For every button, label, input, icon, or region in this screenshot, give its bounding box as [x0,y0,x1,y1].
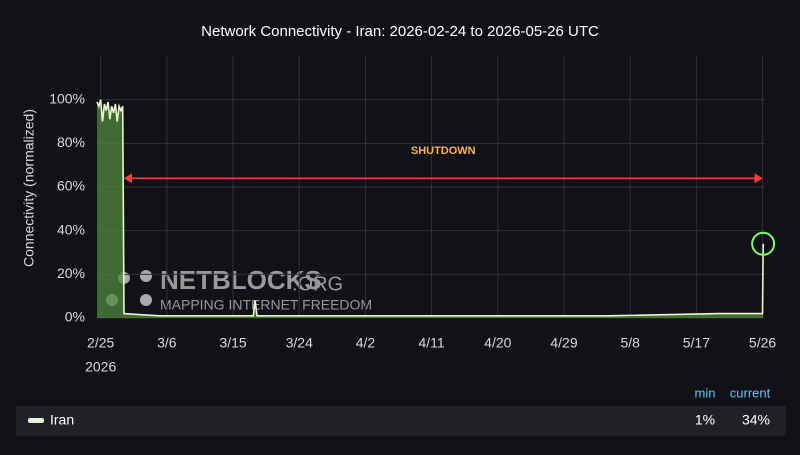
legend-header: current [730,385,771,400]
annotation-label: SHUTDOWN [411,145,476,157]
x-tick-label: 2/25 [87,335,114,351]
x-tick-label: 5/26 [749,335,776,351]
x-tick-label: 3/24 [286,335,313,351]
watermark-suffix: .ORG [292,273,343,295]
y-axis-label: Connectivity (normalized) [21,109,37,267]
x-tick-label: 4/2 [356,335,376,351]
legend-header: min [695,385,716,400]
legend-value: 1% [695,412,715,428]
legend-value: 34% [742,412,770,428]
arrow-head [123,173,132,184]
y-tick-label: 100% [49,90,85,106]
chart-title: Network Connectivity - Iran: 2026-02-24 … [201,23,599,40]
legend-row [16,406,786,436]
x-tick-label: 3/15 [219,335,246,351]
y-tick-label: 40% [57,221,85,237]
watermark-tagline: MAPPING INTERNET FREEDOM [160,297,372,313]
y-tick-label: 20% [57,265,85,281]
watermark-node [140,294,152,306]
x-year-label: 2026 [85,359,116,375]
y-tick-label: 80% [57,134,85,150]
x-tick-label: 4/11 [419,335,445,351]
arrow-head [754,173,763,184]
y-tick-label: 0% [65,309,85,325]
x-tick-label: 4/29 [550,335,577,351]
legend-swatch [28,418,44,423]
series-line [96,99,764,317]
x-tick-label: 4/20 [484,335,511,351]
x-tick-label: 3/6 [157,335,177,351]
highlight-marker [751,231,776,256]
watermark-node [140,270,152,282]
y-tick-label: 60% [57,178,85,194]
watermark-brand: NETBLOCKS [160,265,322,295]
x-tick-label: 5/8 [620,335,640,351]
x-tick-label: 5/17 [683,335,710,351]
legend-label: Iran [50,412,74,428]
